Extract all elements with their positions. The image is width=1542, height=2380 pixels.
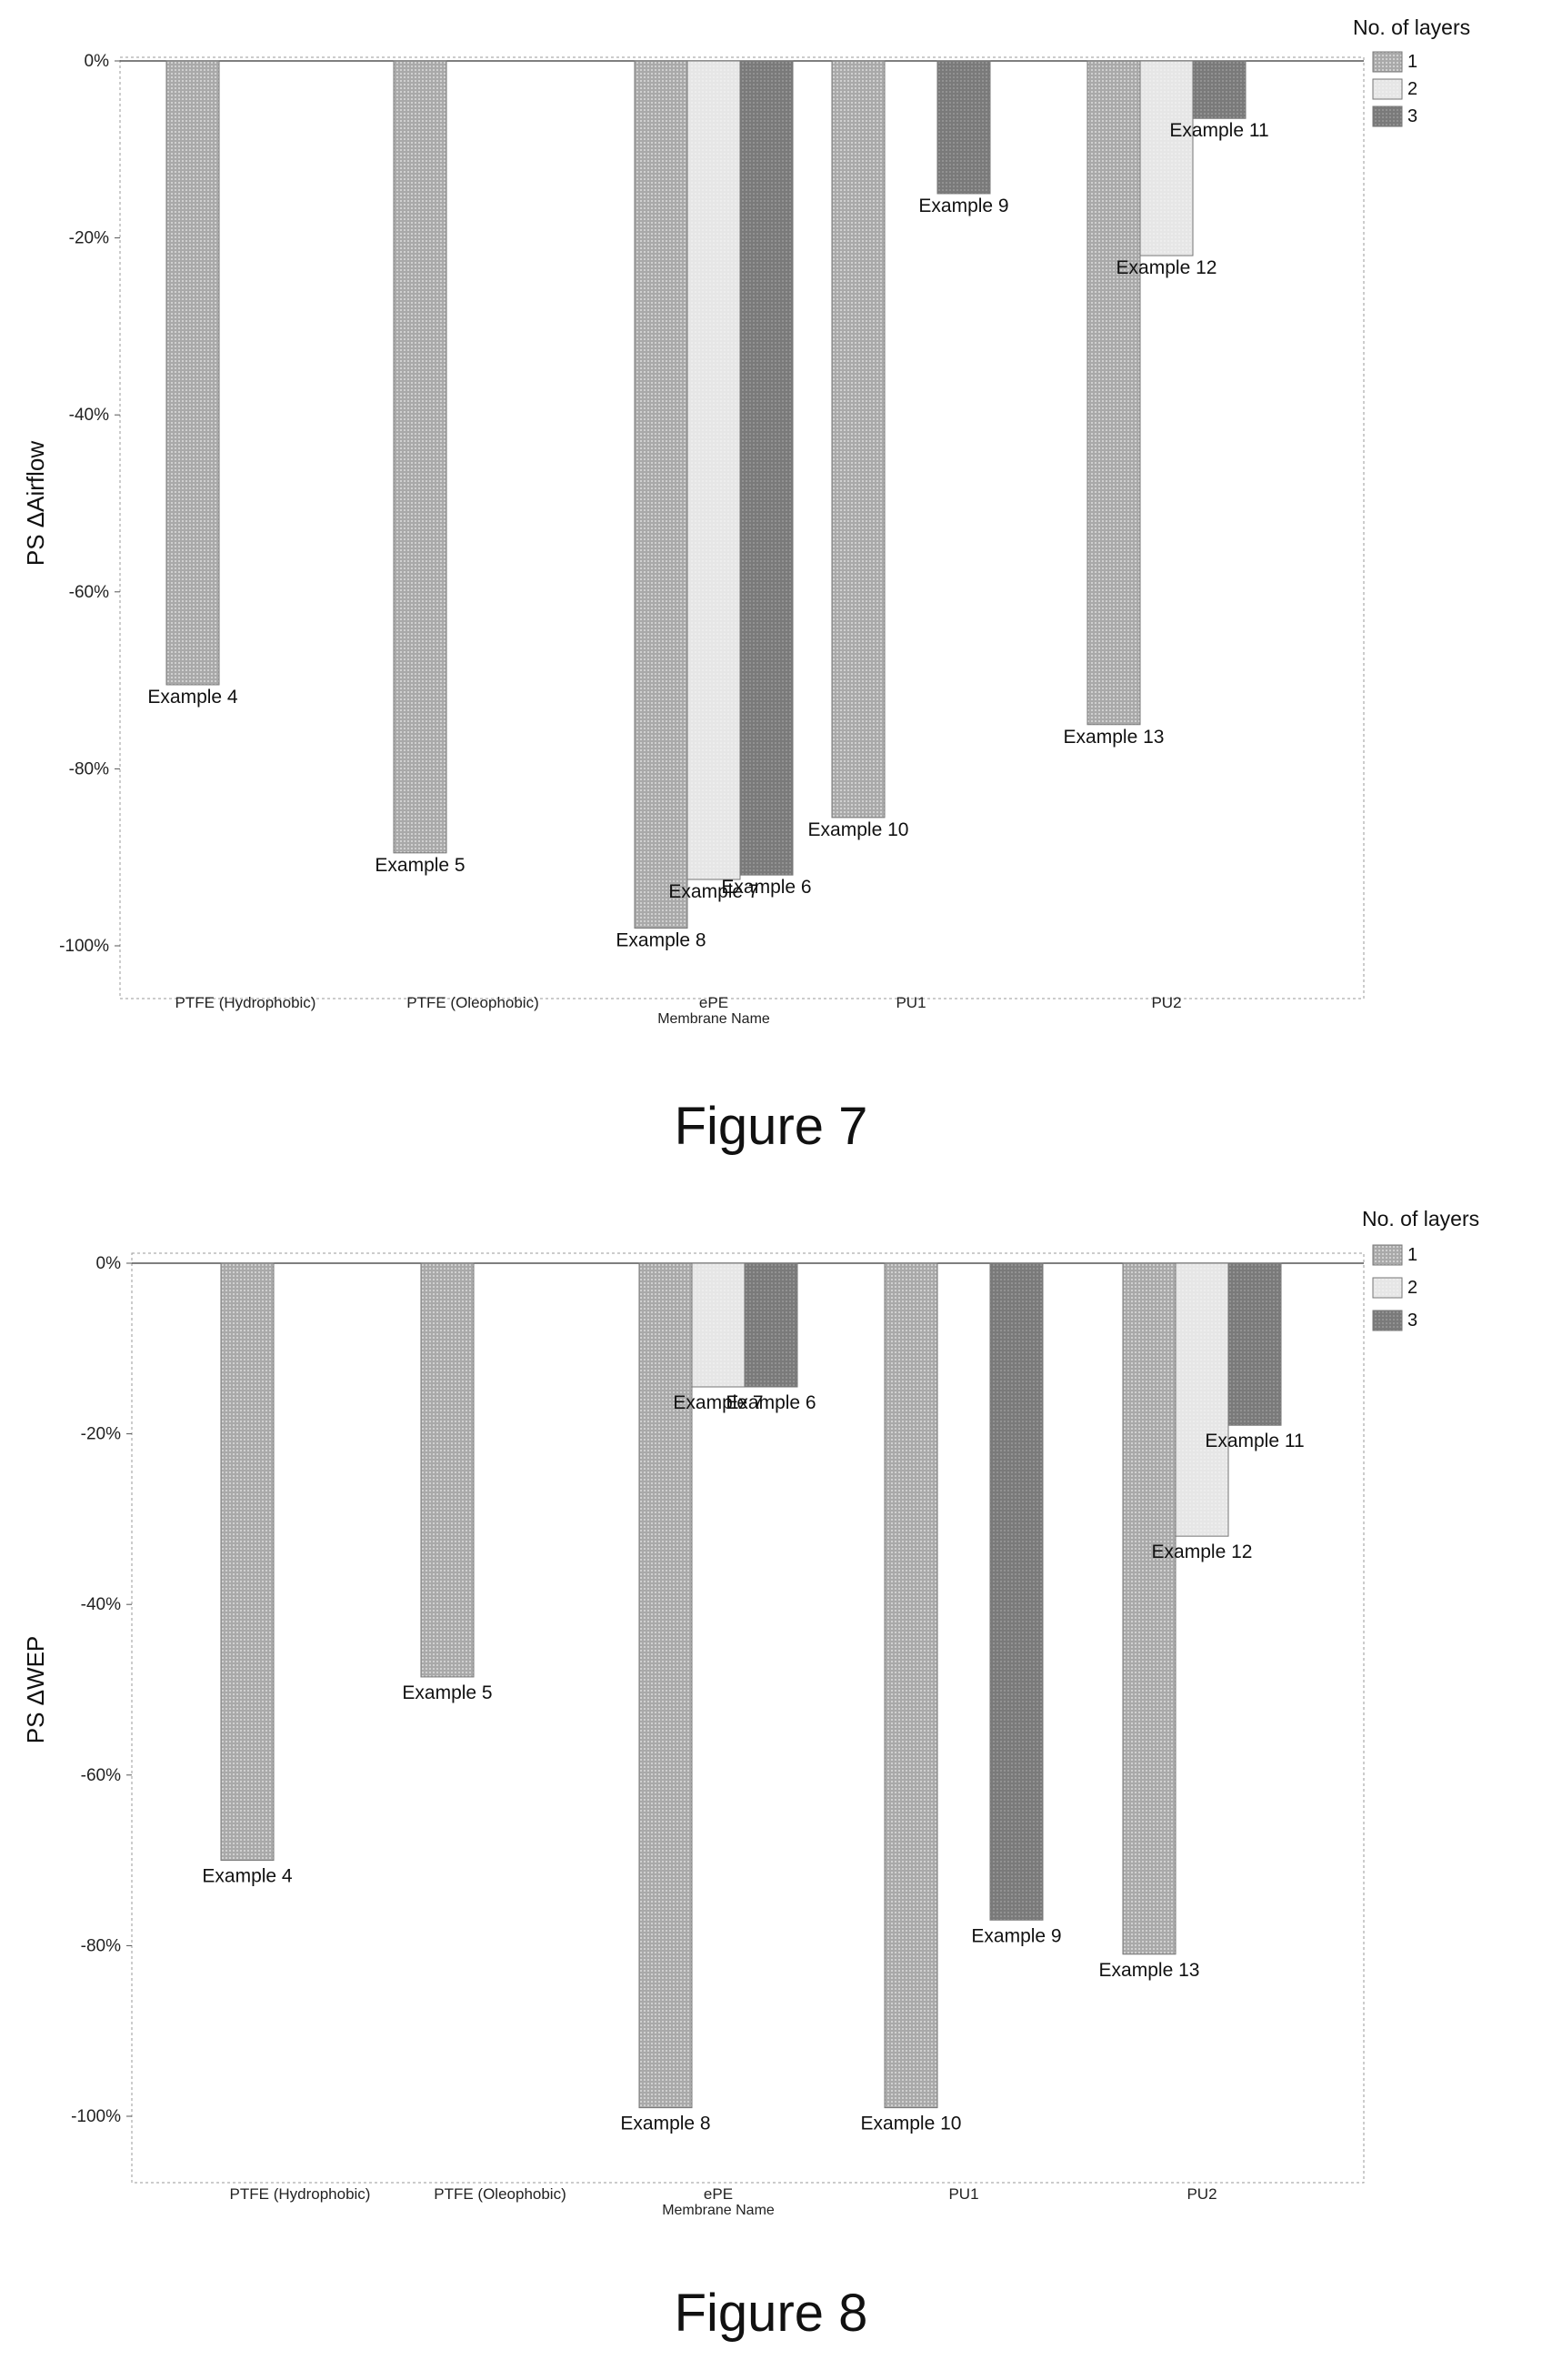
- plot-frame: [131, 1252, 1365, 2184]
- plot-frame: [119, 56, 1365, 999]
- bar-layer-2: [691, 1262, 746, 1388]
- x-category-label: PTFE (Oleophobic): [434, 2185, 566, 2203]
- y-tick-label: -80%: [69, 759, 109, 778]
- legend-item-label: 3: [1407, 1311, 1417, 1331]
- bar-data-label: Example 5: [402, 1682, 492, 1703]
- bar-layer-1: [1086, 60, 1141, 726]
- legend-item-label: 2: [1407, 1278, 1417, 1298]
- bar-data-label: Example 6: [726, 1392, 816, 1413]
- bar-data-label: Example 12: [1116, 257, 1217, 278]
- legend-swatch: [1372, 78, 1403, 100]
- bar-layer-3: [936, 60, 991, 195]
- x-category-label: PU2: [1187, 2185, 1217, 2203]
- chart-airflow: 0% -20% -40% -60% -80% -100% PS ΔAirflow PTFE (…: [22, 15, 1470, 1027]
- bar-data-label: Example 11: [1169, 120, 1268, 141]
- bar-layer-2: [1139, 60, 1194, 256]
- bar-layer-2: [686, 60, 741, 880]
- y-tick-label: -100%: [59, 937, 109, 956]
- x-category-label: PTFE (Hydrophobic): [230, 2185, 371, 2203]
- legend-title: No. of layers: [1362, 1207, 1479, 1230]
- bar-data-label: Example 11: [1205, 1431, 1304, 1451]
- chart-wep: 0% -20% -40% -60% -80% -100% PS ΔWEP PTFE (Hydr…: [22, 1207, 1479, 2218]
- y-tick-label: -60%: [81, 1766, 121, 1785]
- y-axis-label: PS ΔAirflow: [22, 441, 49, 567]
- bar-layer-1: [638, 1262, 693, 2109]
- x-category-label: PU1: [948, 2185, 978, 2203]
- x-category-label: PU2: [1151, 994, 1181, 1011]
- bar-data-label: Example 13: [1099, 1960, 1200, 1981]
- bar-data-label: Example 6: [721, 877, 811, 898]
- bar-layer-1: [884, 1262, 938, 2109]
- bar-layer-3: [739, 60, 794, 876]
- legend-swatch: [1372, 1244, 1403, 1266]
- y-tick-label: -20%: [81, 1425, 121, 1444]
- bar-layer-1: [634, 60, 688, 929]
- bar-layer-1: [220, 1262, 275, 1862]
- bar-data-label: Example 12: [1152, 1541, 1253, 1562]
- bar-data-label: Example 9: [971, 1925, 1061, 1946]
- y-tick-label: -40%: [69, 406, 109, 425]
- x-axis-label: Membrane Name: [657, 1011, 770, 1027]
- bar-data-label: Example 8: [620, 2114, 710, 2134]
- y-tick-label: -80%: [81, 1936, 121, 1955]
- bar-layer-1: [165, 60, 220, 686]
- legend-item-label: 2: [1407, 79, 1417, 99]
- figure-8: 0% -20% -40% -60% -80% -100% PS ΔWEP PTFE (Hydr…: [0, 1191, 1542, 2380]
- legend-swatch: [1372, 105, 1403, 127]
- bar-layer-1: [831, 60, 886, 818]
- bar-layer-1: [393, 60, 447, 854]
- legend-item-label: 1: [1407, 1245, 1417, 1265]
- legend-title: No. of layers: [1353, 15, 1470, 39]
- y-tick-label: -60%: [69, 583, 109, 602]
- bar-layer-3: [989, 1262, 1044, 1921]
- legend-item-label: 3: [1407, 106, 1417, 126]
- bar-layer-3: [744, 1262, 798, 1388]
- x-axis-label: Membrane Name: [662, 2203, 775, 2218]
- x-category-label: PU1: [896, 994, 926, 1011]
- legend-swatch: [1372, 1277, 1403, 1299]
- legend-item-label: 1: [1407, 52, 1417, 72]
- x-category-label: PTFE (Oleophobic): [406, 994, 539, 1011]
- bar-data-label: Example 4: [147, 687, 238, 708]
- legend-swatch: [1372, 1310, 1403, 1331]
- figure-7: 0% -20% -40% -60% -80% -100% PS ΔAirflow PTFE (…: [22, 15, 1470, 1156]
- y-tick-label: 0%: [85, 52, 110, 71]
- bar-data-label: Example 7: [668, 881, 758, 902]
- x-category-label: ePE: [704, 2185, 733, 2203]
- bar-data-label: Example 13: [1064, 727, 1165, 748]
- bar-layer-2: [1175, 1262, 1229, 1537]
- bar-layer-3: [1227, 1262, 1282, 1426]
- bar-data-label: Example 8: [616, 930, 706, 951]
- y-tick-label: 0%: [96, 1254, 122, 1273]
- bar-data-label: Example 7: [673, 1392, 763, 1413]
- bar-data-label: Example 10: [808, 819, 909, 840]
- figure-8-caption: Figure 8: [674, 2284, 868, 2343]
- bar-layer-1: [1122, 1262, 1177, 1955]
- y-tick-label: -20%: [69, 229, 109, 248]
- x-category-label: ePE: [699, 994, 728, 1011]
- y-tick-label: -100%: [71, 2107, 121, 2126]
- y-tick-label: -40%: [81, 1595, 121, 1614]
- bar-data-label: Example 4: [202, 1866, 293, 1887]
- bar-layer-1: [420, 1262, 475, 1678]
- legend-swatch: [1372, 51, 1403, 73]
- bar-layer-3: [1192, 60, 1247, 119]
- x-category-label: PTFE (Hydrophobic): [175, 994, 316, 1011]
- bar-data-label: Example 5: [375, 855, 465, 876]
- y-axis-label: PS ΔWEP: [22, 1636, 49, 1744]
- bar-data-label: Example 9: [918, 196, 1008, 216]
- figure-7-caption: Figure 7: [674, 1097, 868, 1156]
- bar-data-label: Example 10: [861, 2114, 962, 2134]
